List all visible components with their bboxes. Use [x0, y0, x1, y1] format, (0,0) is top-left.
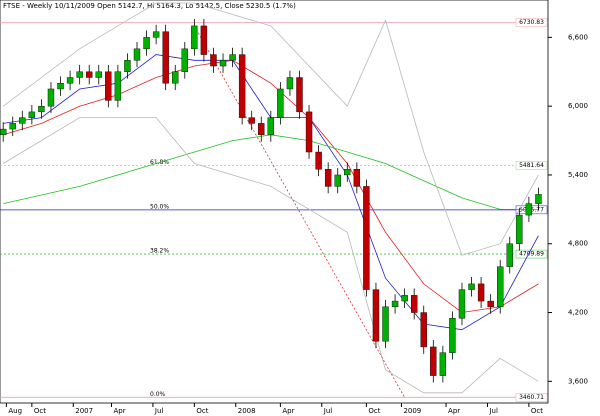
- plot-frame: [0, 0, 549, 404]
- x-tick-label: Apr: [114, 407, 126, 415]
- candle-body: [382, 306, 389, 342]
- candle-body: [0, 128, 7, 136]
- candle-body: [66, 77, 74, 84]
- candle-body: [439, 352, 447, 376]
- candle-body: [449, 318, 456, 353]
- x-tick-label: Jul: [323, 407, 333, 415]
- candle-body: [105, 71, 112, 101]
- candle-body: [28, 111, 36, 118]
- candle-body: [286, 77, 294, 90]
- overlay-line: [2, 117, 539, 394]
- candle-body: [143, 37, 150, 50]
- candle-body: [363, 186, 370, 290]
- level-label: 6730.83: [519, 19, 544, 26]
- level-pct: 0.0%: [150, 391, 166, 398]
- level-label-box: [515, 161, 548, 170]
- level-label-box: [515, 249, 548, 259]
- y-tick-label: 6,600: [568, 33, 588, 41]
- level-label: 3460.71: [519, 394, 544, 401]
- x-tick-label: Apr: [282, 407, 294, 415]
- candle-body: [458, 289, 466, 319]
- candle-body: [229, 54, 236, 61]
- x-tick-label: Jul: [488, 407, 498, 415]
- candle-body: [47, 88, 55, 107]
- candle-body: [191, 25, 198, 50]
- candle-body: [277, 88, 284, 118]
- candle-body: [372, 289, 380, 342]
- candle-body: [172, 71, 179, 84]
- candle-body: [95, 71, 102, 78]
- level-label: 4709.89: [519, 251, 544, 258]
- candle-body: [124, 60, 131, 72]
- y-tick-label: 6,000: [568, 102, 588, 110]
- y-tick-label: 4,800: [568, 240, 588, 248]
- y-tick-label: 5,400: [568, 171, 588, 179]
- y-tick-label: 4,200: [568, 309, 588, 317]
- y-tick-label: 3,600: [568, 377, 588, 385]
- candle-body: [497, 266, 504, 308]
- trend-line: [193, 25, 405, 398]
- candle-body: [181, 48, 188, 72]
- chart-title: FTSE - Weekly 10/11/2009 Open 5142.7, Hi…: [3, 2, 296, 10]
- candle-body: [324, 169, 332, 187]
- x-tick-label: Aug: [8, 407, 22, 415]
- candle-body: [210, 54, 217, 67]
- candle-body: [391, 300, 399, 308]
- candle-body: [38, 105, 45, 113]
- candle-body: [535, 194, 542, 204]
- level-pct: 38.2%: [150, 248, 169, 255]
- candle-body: [506, 243, 513, 267]
- x-tick-label: 2007: [75, 407, 93, 415]
- x-tick-label: Oct: [196, 407, 208, 415]
- candle-body: [76, 71, 83, 78]
- candle-body: [344, 169, 351, 176]
- candle-body: [19, 117, 26, 124]
- candle-body: [114, 71, 122, 101]
- level-label: 5481.64: [519, 162, 544, 169]
- candle-body: [516, 214, 523, 244]
- x-tick-label: Apr: [448, 407, 460, 415]
- candle-body: [57, 83, 64, 90]
- candle-body: [468, 283, 475, 290]
- x-tick-label: Oct: [531, 407, 543, 415]
- x-tick-label: Jul: [154, 407, 164, 415]
- candle-body: [353, 169, 361, 187]
- candle-body: [238, 54, 246, 118]
- overlay-line: [2, 2, 539, 256]
- candle-body: [162, 31, 169, 84]
- candle-body: [86, 71, 93, 78]
- candle-body: [477, 283, 485, 302]
- candle-body: [305, 111, 313, 153]
- candle-body: [401, 295, 408, 302]
- x-tick-label: 2009: [403, 407, 421, 415]
- candle-body: [133, 48, 141, 61]
- candle-body: [487, 300, 494, 308]
- level-label-box: [515, 393, 548, 402]
- x-tick-label: Oct: [368, 407, 380, 415]
- candle-body: [219, 60, 227, 67]
- candle-body: [410, 295, 418, 313]
- level-label-box: [515, 18, 548, 27]
- candle-body: [258, 123, 265, 136]
- candle-body: [248, 117, 255, 124]
- candle-body: [200, 25, 208, 55]
- overlay-line: [3, 59, 539, 313]
- candle-body: [267, 117, 275, 136]
- candle-body: [152, 31, 160, 38]
- candle-body: [430, 346, 437, 376]
- level-pct: 50.0%: [150, 203, 169, 210]
- x-tick-label: Oct: [34, 407, 46, 415]
- candle-body: [525, 203, 533, 216]
- candle-body: [296, 77, 303, 113]
- candle-body: [315, 151, 322, 170]
- overlay-line: [3, 134, 539, 210]
- candle-body: [420, 312, 427, 348]
- candle-body: [334, 174, 341, 187]
- candle-body: [9, 123, 16, 130]
- x-tick-label: 2008: [238, 407, 256, 415]
